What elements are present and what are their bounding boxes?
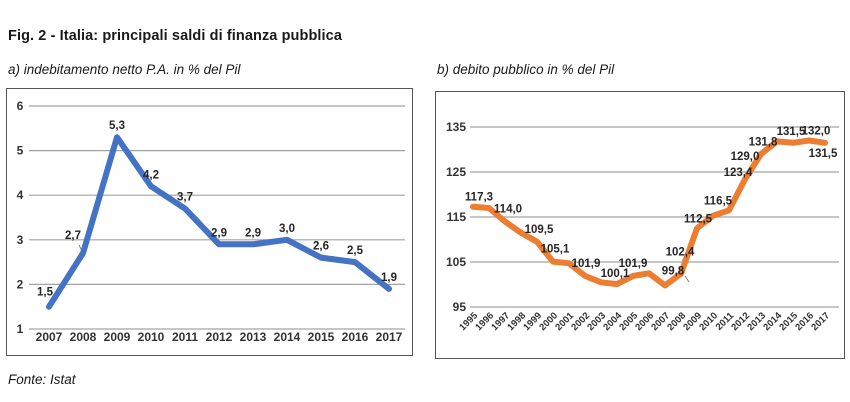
chart-a-subtitle: a) indebitamento netto P.A. in % del Pil (8, 62, 241, 77)
x-axis-tick: 2017 (809, 310, 832, 333)
data-label: 2,7 (65, 230, 81, 242)
data-label: 117,3 (465, 192, 493, 204)
deficit-line-series (46, 134, 392, 310)
data-label: 2,9 (245, 227, 261, 239)
data-label: 100,1 (601, 268, 630, 280)
x-axis-tick: 2009 (104, 330, 131, 344)
y-axis-tick: 6 (17, 99, 24, 113)
figure-title: Fig. 2 - Italia: principali saldi di fin… (8, 28, 343, 44)
debt-line-series (470, 137, 828, 289)
y-axis-tick: 5 (17, 144, 24, 158)
y-axis-tick: 115 (447, 210, 467, 224)
x-axis-tick: 2007 (36, 330, 63, 344)
data-label: 5,3 (109, 120, 125, 132)
data-label: 131,5 (777, 126, 806, 138)
data-label: 1,5 (37, 287, 54, 299)
data-label: 132,0 (802, 126, 831, 138)
data-label: 4,2 (143, 169, 159, 181)
x-axis-tick: 2016 (342, 330, 369, 344)
chart-b-public-debt: 95 105 115 125 135 1995 1996 1997 1998 1999 2000 20… (435, 91, 845, 359)
data-label: 109,5 (525, 224, 554, 236)
data-label: 99,8 (662, 265, 685, 277)
y-axis-tick: 2 (17, 277, 24, 291)
x-axis-tick: 2017 (376, 330, 403, 344)
data-label: 3,7 (177, 192, 193, 204)
data-label: 3,0 (279, 223, 295, 235)
data-label: 114,0 (494, 204, 522, 216)
data-label: 102,4 (666, 247, 695, 259)
y-axis-tick: 105 (446, 255, 466, 269)
data-label: 123,4 (724, 167, 753, 179)
chart-b-subtitle: b) debito pubblico in % del Pil (437, 62, 615, 77)
data-label: 131,5 (809, 148, 838, 160)
x-axis-tick: 2008 (70, 330, 97, 344)
x-axis-tick: 2010 (138, 330, 165, 344)
data-label: 2,5 (347, 245, 364, 257)
data-label: 112,5 (684, 213, 713, 225)
x-axis-tick: 2015 (308, 330, 335, 344)
data-label: 1,9 (381, 272, 397, 284)
x-axis-tick: 2013 (240, 330, 267, 344)
data-label: 2,9 (211, 227, 227, 239)
y-axis-tick: 3 (17, 233, 24, 247)
data-label: 129,0 (731, 151, 760, 163)
data-label: 131,8 (749, 136, 778, 148)
data-label: 105,1 (541, 244, 570, 256)
chart-a-net-borrowing: 1 2 3 4 5 6 2007 2008 2009 2010 2011 2012 2013 2014 20… (6, 88, 413, 356)
data-label: 101,9 (572, 258, 601, 270)
data-label: 101,9 (619, 258, 648, 270)
x-axis-tick: 2011 (172, 330, 198, 344)
y-axis-tick: 4 (17, 188, 24, 202)
source-note: Fonte: Istat (8, 372, 76, 387)
y-axis-tick: 135 (446, 120, 466, 134)
y-axis-tick: 95 (453, 300, 467, 314)
x-axis-tick: 2012 (206, 330, 233, 344)
data-label: 116,5 (704, 195, 733, 207)
y-axis-tick: 1 (17, 322, 24, 336)
data-label: 2,6 (313, 241, 329, 253)
y-axis-tick: 125 (446, 165, 466, 179)
x-axis-tick: 2014 (274, 330, 301, 344)
